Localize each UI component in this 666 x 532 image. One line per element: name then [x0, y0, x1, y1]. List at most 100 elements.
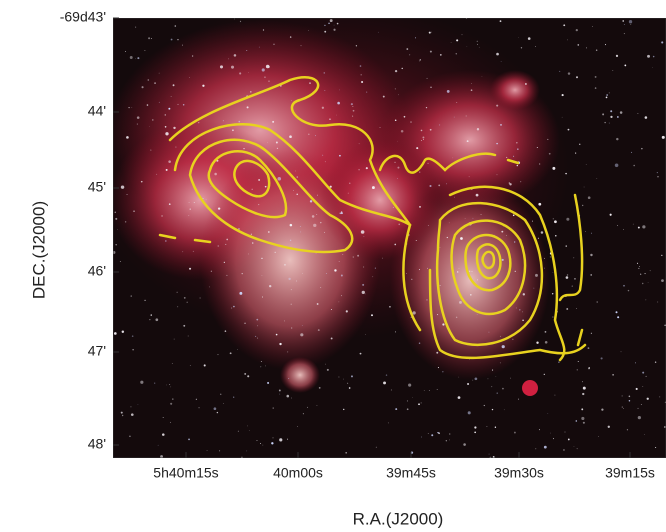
star: [657, 172, 658, 173]
star: [624, 33, 625, 34]
star: [293, 190, 294, 191]
star: [477, 41, 478, 42]
star: [638, 408, 639, 409]
star: [467, 140, 469, 142]
star: [416, 240, 417, 241]
star: [231, 307, 232, 308]
star: [258, 179, 260, 181]
star: [474, 431, 476, 433]
star: [567, 40, 568, 41]
star: [457, 271, 458, 272]
star: [655, 447, 656, 448]
star: [252, 189, 253, 190]
star: [226, 239, 228, 241]
star: [252, 242, 254, 244]
star: [420, 59, 421, 60]
star: [325, 161, 326, 162]
star: [264, 77, 265, 78]
star: [131, 413, 134, 416]
star: [471, 89, 473, 91]
star: [219, 450, 220, 451]
star: [419, 172, 420, 173]
star: [606, 97, 608, 99]
star: [189, 77, 190, 78]
star: [121, 412, 123, 414]
star: [174, 339, 175, 340]
star: [163, 417, 164, 418]
star: [502, 388, 504, 390]
star: [652, 67, 653, 68]
star: [612, 374, 613, 375]
star: [244, 373, 246, 375]
star: [142, 86, 144, 88]
star: [395, 70, 397, 72]
star: [358, 169, 359, 170]
star: [353, 110, 355, 112]
star: [137, 57, 139, 59]
star: [260, 366, 261, 367]
star: [574, 446, 575, 447]
star: [131, 407, 132, 408]
star: [308, 30, 309, 31]
star: [566, 276, 569, 279]
star: [582, 205, 583, 206]
star: [438, 367, 439, 368]
star: [528, 37, 531, 40]
star: [279, 390, 281, 392]
star: [644, 434, 645, 435]
star: [349, 183, 350, 184]
star: [296, 281, 297, 282]
star: [308, 134, 309, 135]
y-tick-label: 48': [88, 436, 106, 452]
star: [173, 127, 175, 129]
star: [209, 286, 210, 287]
star: [218, 245, 219, 246]
star: [383, 381, 386, 384]
star: [272, 121, 274, 123]
star: [447, 90, 450, 93]
star: [228, 59, 229, 60]
star: [430, 129, 432, 131]
star: [202, 85, 204, 87]
star: [471, 271, 472, 272]
star: [122, 331, 124, 333]
star: [336, 115, 337, 116]
star: [166, 385, 167, 386]
star: [537, 147, 538, 148]
star: [371, 314, 373, 316]
star: [169, 203, 171, 205]
star: [582, 381, 583, 382]
star: [496, 53, 499, 56]
star: [415, 37, 416, 38]
star: [287, 351, 288, 352]
star: [337, 102, 340, 105]
star: [214, 407, 217, 410]
star: [343, 409, 344, 410]
star: [496, 376, 497, 377]
star: [188, 336, 189, 337]
star: [175, 147, 176, 148]
star: [516, 308, 517, 309]
star: [612, 70, 613, 71]
star: [312, 215, 315, 218]
star: [595, 76, 597, 78]
star: [633, 224, 634, 225]
star: [661, 279, 664, 282]
star: [424, 390, 425, 391]
star: [148, 37, 150, 39]
star: [247, 375, 249, 377]
star: [577, 369, 578, 370]
star: [135, 27, 136, 28]
star: [596, 49, 597, 50]
star: [357, 255, 359, 257]
star: [412, 397, 413, 398]
star: [173, 84, 175, 86]
star: [409, 54, 410, 55]
star: [640, 274, 641, 275]
star: [273, 44, 274, 45]
star: [566, 218, 569, 221]
star: [288, 278, 290, 280]
star: [395, 331, 396, 332]
star: [318, 329, 320, 331]
star: [130, 56, 133, 59]
